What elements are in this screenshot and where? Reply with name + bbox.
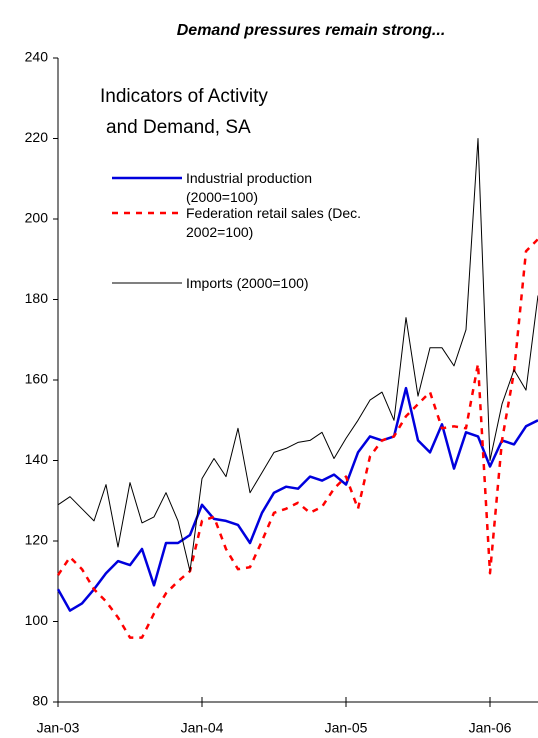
legend-label: Imports (2000=100) (186, 275, 309, 291)
series-line (56, 386, 538, 612)
legend-label: Industrial production (2000=100) (186, 170, 313, 205)
y-tick-label: 100 (25, 612, 49, 628)
annotation: Indicators of Activity (100, 86, 268, 107)
series-line (56, 238, 538, 639)
series-line (57, 138, 538, 572)
x-tick-label: Jan-05 (325, 720, 368, 736)
y-tick-label: 80 (32, 693, 48, 709)
y-tick-label: 120 (25, 532, 49, 548)
x-tick-label: Jan-06 (469, 720, 512, 736)
x-tick-label: Jan-04 (181, 720, 224, 736)
y-tick-label: 180 (25, 290, 49, 306)
y-tick-label: 240 (25, 49, 49, 65)
y-tick-label: 160 (25, 371, 49, 387)
x-tick-label: Jan-03 (37, 720, 80, 736)
y-tick-label: 200 (25, 210, 49, 226)
annotation: and Demand, SA (106, 117, 251, 138)
legend-label: Federation retail sales (Dec. 2002=100) (186, 205, 362, 240)
chart-title: Demand pressures remain strong... (177, 22, 446, 39)
y-tick-label: 140 (25, 451, 49, 467)
y-tick-label: 220 (25, 129, 49, 145)
